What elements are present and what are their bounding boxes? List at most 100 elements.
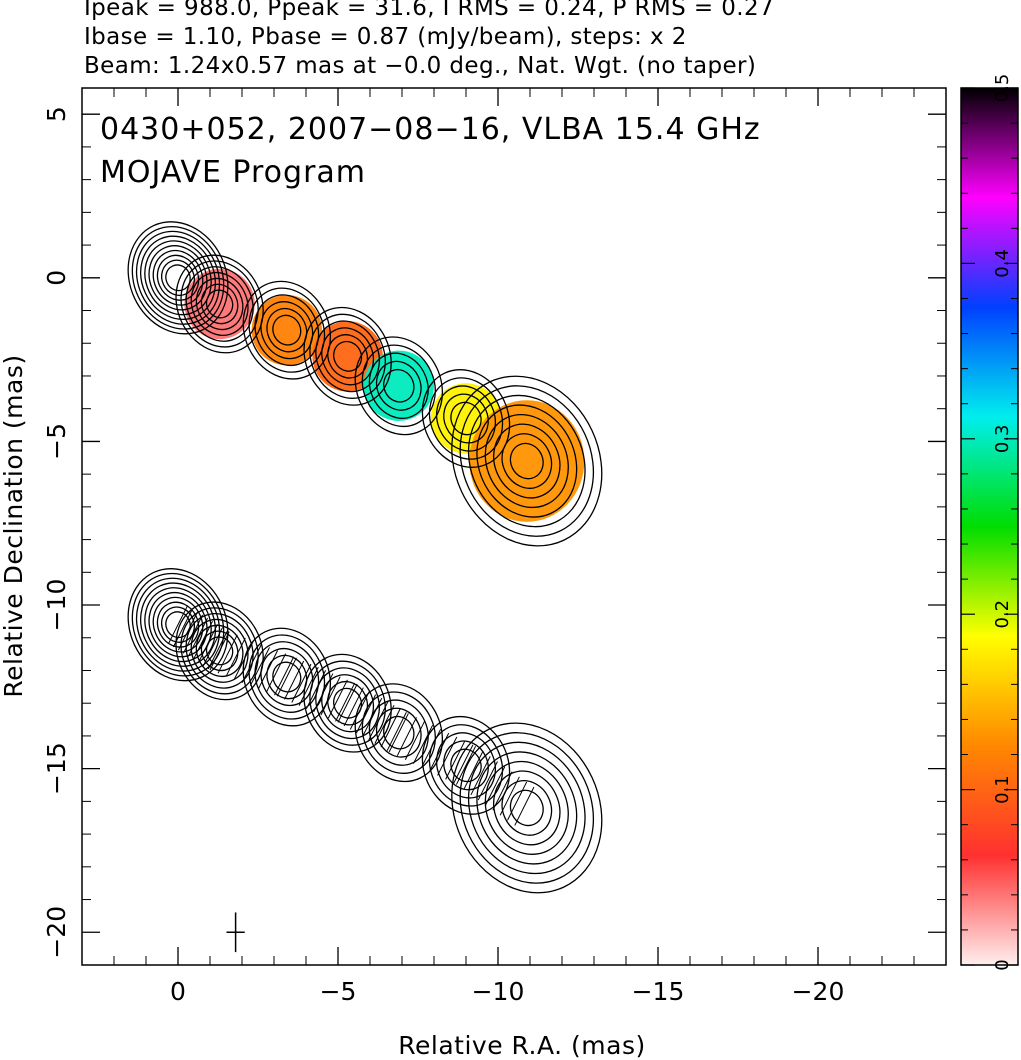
lower-panel-contour (493, 770, 561, 846)
x-tick-label: −5 (320, 977, 357, 1006)
lower-panel-contour (361, 691, 436, 774)
header-line-2: Ibase = 1.10, Pbase = 0.87 (mJy/beam), s… (84, 24, 687, 50)
evpa-vector (386, 712, 407, 751)
x-tick-label: −10 (472, 977, 525, 1006)
lower-panel-contour (152, 596, 204, 653)
evpa-vector (463, 751, 484, 790)
lower-panel-contour (467, 741, 586, 875)
x-tick-label: −20 (792, 977, 845, 1006)
evpa-vector (507, 781, 528, 821)
lower-panel-contour (205, 636, 234, 666)
colorbar (960, 87, 1019, 966)
total-intensity-contour (476, 404, 578, 518)
lower-panel-contour (254, 641, 320, 713)
total-intensity-contour (459, 385, 595, 537)
colorbar-tick-label: 0.5 (992, 74, 1013, 103)
evpa-vector (499, 776, 520, 816)
lower-panel-contour (484, 760, 569, 855)
lower-panel-contour (260, 647, 314, 707)
lower-panel-contour (436, 732, 496, 799)
lower-panel-contour (156, 601, 200, 648)
colorbar-ticks: 0 0.1 0.2 0.3 0.4 0.5 (961, 74, 1018, 971)
lower-panel-contour (303, 653, 392, 753)
lower-panel-contour (421, 715, 511, 815)
total-intensity-contour (501, 433, 553, 489)
total-intensity-contour (327, 334, 369, 379)
lower-panel-contour (242, 627, 332, 727)
total-intensity-contour (375, 360, 422, 411)
lower-panel-contour (131, 572, 225, 677)
evpa-vector (445, 740, 466, 780)
evpa-vector (455, 745, 477, 785)
evpa-vector (207, 630, 228, 670)
header-line-1: Ipeak = 988.0, Ppeak = 31.6, I RMS = 0.2… (84, 0, 775, 21)
header-line-3: Beam: 1.24x0.57 mas at −0.0 deg., Nat. W… (84, 53, 757, 79)
total-intensity-contour (484, 414, 569, 509)
evpa-vector (298, 667, 319, 706)
x-tick-label: −15 (632, 977, 685, 1006)
lower-panel-contour (501, 780, 553, 836)
evpa-vector (514, 786, 535, 826)
colorbar-tick-label: 0.3 (992, 424, 1013, 453)
total-intensity-contour (195, 277, 244, 331)
lower-panel-contour (509, 789, 544, 827)
total-intensity-contour (321, 327, 375, 386)
total-intensity-contour (156, 254, 200, 301)
total-intensity-contour (254, 294, 320, 367)
evpa-vector (437, 736, 458, 776)
total-intensity-contour (368, 352, 429, 419)
evpa-vector (225, 637, 246, 677)
total-intensity-contour (127, 221, 229, 335)
total-intensity-contour (260, 301, 314, 360)
colorbar-tick-label: 0.1 (992, 775, 1013, 804)
evpa-vector (291, 663, 312, 703)
total-intensity-contour (303, 306, 392, 406)
lower-panel-contour (451, 722, 603, 894)
total-intensity-contour (467, 394, 586, 528)
colorbar-tick-label: 0.4 (992, 249, 1013, 278)
total-intensity-contour (333, 340, 363, 372)
lower-panel-contour (375, 707, 422, 758)
evpa-vector (380, 708, 401, 748)
total-intensity-contour (140, 235, 216, 321)
evpa-vector (388, 713, 409, 753)
total-intensity-contour (242, 280, 332, 380)
lower-panel-contour (321, 674, 375, 733)
lower-panel-contour (195, 624, 244, 677)
colorbar-tick-label: 0 (992, 959, 1013, 970)
evpa-vector (167, 605, 189, 645)
total-intensity-contour (509, 442, 544, 480)
x-tick-label: 0 (170, 977, 186, 1006)
evpa-vector (249, 647, 270, 686)
lower-panel-contour (383, 715, 415, 750)
total-intensity-contour (309, 313, 386, 399)
lower-panel-contour (127, 568, 229, 682)
y-tick-label: −20 (42, 906, 71, 959)
lower-panel-contour (476, 751, 578, 865)
evpa-vector (343, 687, 364, 727)
beam-marker (226, 912, 245, 953)
evpa-vector (327, 679, 348, 719)
total-intensity-contour (436, 385, 496, 452)
total-intensity-contour (451, 375, 603, 547)
total-intensity-contour (175, 254, 264, 354)
lower-panel-contour (266, 654, 308, 700)
lower-panel-contour (185, 613, 254, 689)
total-intensity-contour (160, 259, 196, 297)
x-axis-label: Relative R.A. (mas) (398, 1031, 645, 1060)
lower-panel-contour (309, 660, 386, 746)
total-intensity-contour (272, 314, 302, 346)
lower-panel-contour (200, 630, 239, 672)
y-tick-label: −5 (42, 423, 71, 460)
total-intensity-contour (421, 369, 511, 468)
lower-panel-contour (459, 732, 595, 884)
lower-panel-contour (272, 661, 302, 693)
lower-panel-contour (175, 601, 264, 701)
y-tick-label: 5 (42, 106, 71, 122)
total-intensity-contour (180, 260, 259, 348)
plot-frame (81, 87, 947, 966)
lower-panel-contour (327, 680, 369, 726)
total-intensity-contour (361, 344, 436, 428)
total-intensity-contour (266, 307, 308, 353)
